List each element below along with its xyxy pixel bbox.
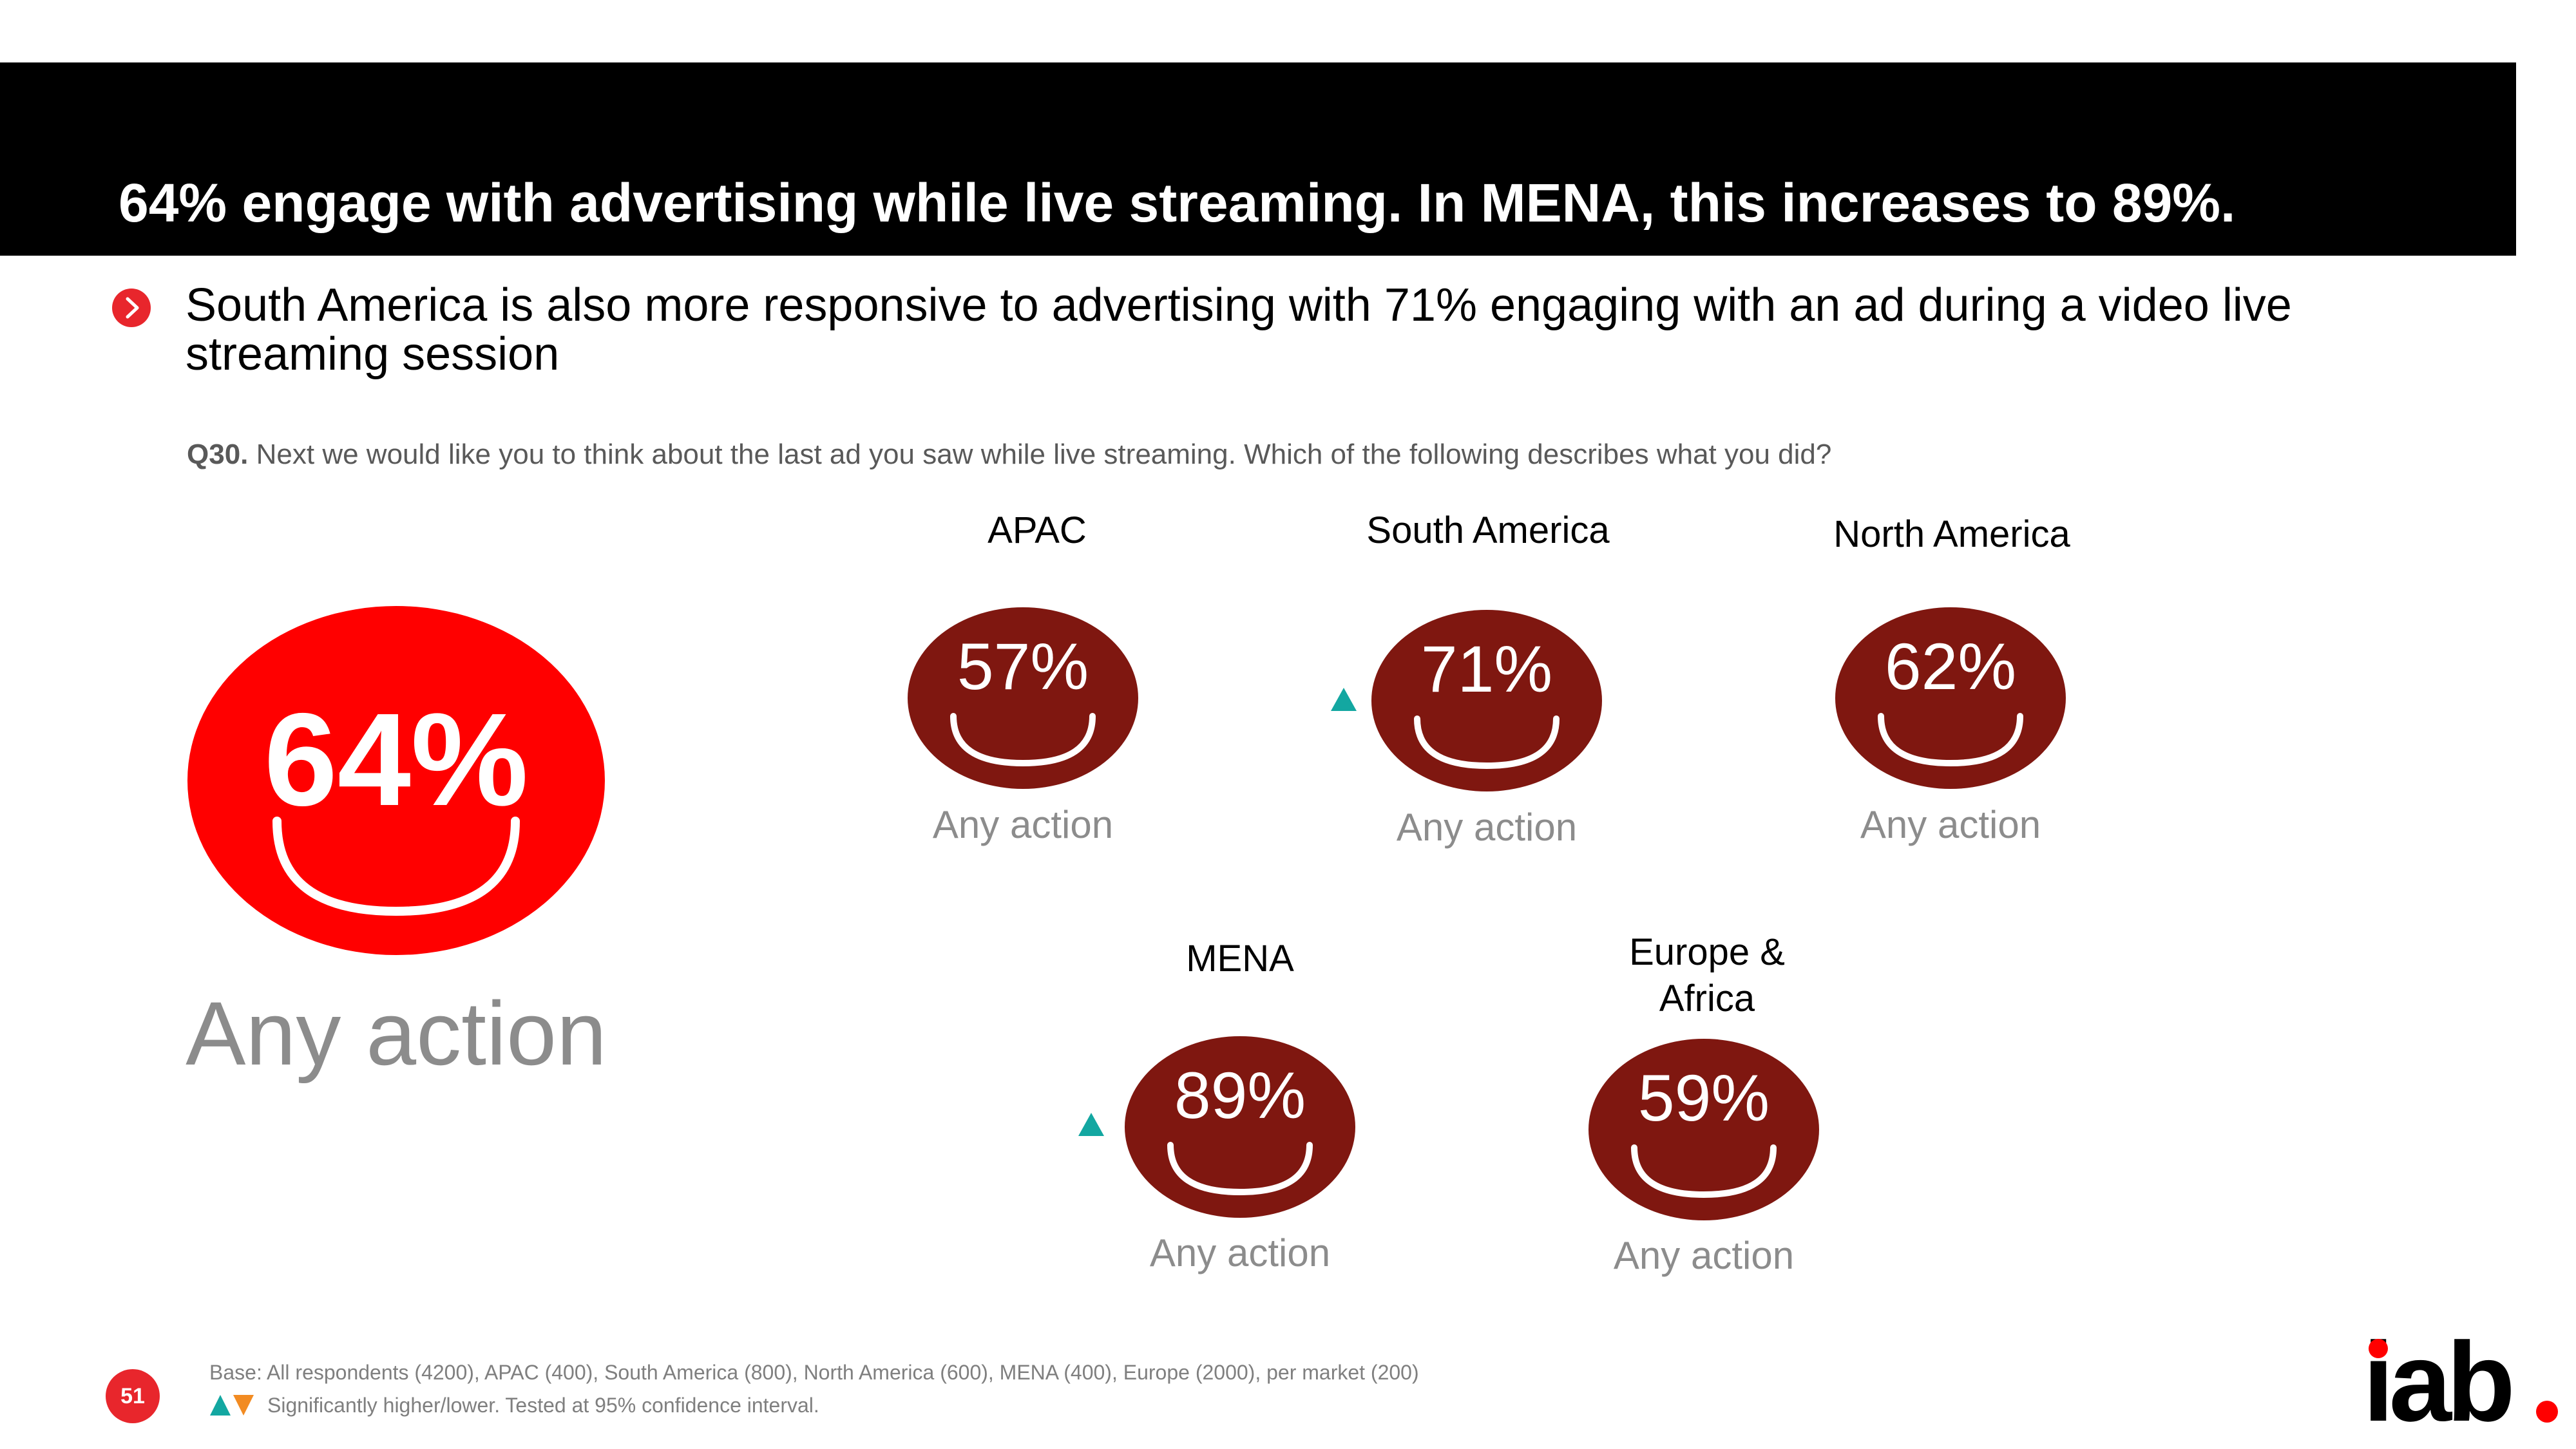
smile-face-icon: 89% [1125,1036,1355,1218]
region-value-north-america: 62% [1885,630,2016,703]
triangle-up-down-icon [210,1395,254,1416]
region-label-europe-africa: Any action [1613,1234,1795,1277]
region-label-south-america: Any action [1396,806,1578,849]
region-name-south-america: South America [1366,509,1610,551]
triangle-up-icon [1078,1113,1104,1136]
region-value-mena: 89% [1174,1059,1306,1132]
region-label-north-america: Any action [1860,803,2041,846]
smile-face-icon: 57% [908,607,1138,789]
region-value-europe-africa: 59% [1638,1061,1770,1135]
region-label-apac: Any action [932,803,1114,846]
region-name-europe-africa: Europe & Africa [1629,931,1785,1019]
smile-face-icon: 62% [1835,607,2066,789]
region-name-mena: MENA [1186,938,1294,980]
region-name-apac: APAC [987,509,1087,551]
question-number: Q30. [187,439,249,470]
iab-logo: iab [2363,1332,2558,1428]
region-value-apac: 57% [957,630,1089,703]
question-text: Q30. Next we would like you to think abo… [187,437,1831,473]
overall-label: Any action [186,983,607,1084]
region-label-mena: Any action [1149,1231,1331,1274]
significance-legend-text: Significantly higher/lower. Tested at 95… [267,1394,819,1417]
smile-face-icon: 59% [1589,1039,1819,1220]
page-title: 64% engage with advertising while live s… [119,173,2236,233]
question-body: Next we would like you to think about th… [256,439,1832,470]
page-number: 51 [106,1369,160,1423]
region-name-north-america: North America [1833,513,2070,555]
base-footnote: Base: All respondents (4200), APAC (400)… [209,1361,1419,1384]
overall-value: 64% [264,686,528,833]
svg-text:iab: iab [2363,1332,2511,1428]
smile-face-icon: 71% [1371,610,1602,791]
bullet-text: South America is also more responsive to… [186,279,2292,380]
significance-legend: Significantly higher/lower. Tested at 95… [209,1392,819,1419]
overall-smile-face-icon: 64% [187,606,605,955]
chevron-right-icon [112,289,151,327]
region-value-south-america: 71% [1421,632,1552,706]
title-bar [0,62,2516,256]
triangle-up-icon [1331,688,1357,711]
